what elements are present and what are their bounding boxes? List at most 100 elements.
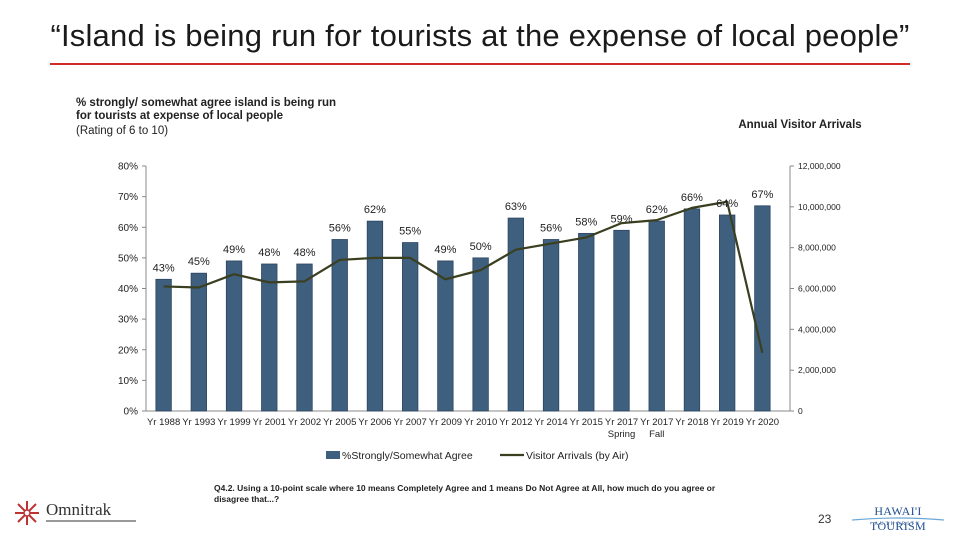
right-axis-tick-label: 2,000,000	[798, 365, 836, 375]
x-axis-tick-label-line: Yr 2005	[323, 417, 356, 428]
bar	[437, 260, 454, 412]
x-axis-tick-label: Yr 2017 Spring	[605, 417, 638, 440]
bar-value-label: 59%	[610, 213, 632, 225]
x-axis-tick-label: Yr 1999	[217, 417, 250, 428]
bar	[578, 232, 595, 412]
x-axis-tick-label: Yr 2010	[464, 417, 497, 428]
omnitrak-name: Omnitrak	[46, 500, 112, 519]
x-axis-tick-label-line: Fall	[649, 429, 664, 440]
legend-line-label: Visitor Arrivals (by Air)	[526, 450, 629, 462]
hta-sub: AUTHORITY	[874, 522, 922, 527]
bar	[683, 208, 701, 412]
bar-value-label: 49%	[434, 244, 456, 256]
title-divider	[50, 63, 910, 65]
x-axis-tick-label: Yr 1993	[182, 417, 215, 428]
x-axis-tick-label-line: Spring	[608, 429, 635, 440]
omnitrak-tagline-bar	[46, 520, 136, 522]
x-axis-tick-label: Yr 2012	[499, 417, 532, 428]
left-axis-tick-label: 50%	[118, 253, 138, 264]
left-axis-tick-label: 60%	[118, 223, 138, 234]
bar-value-label: 55%	[399, 226, 421, 238]
bar-value-label: 56%	[540, 223, 562, 235]
line-layer	[163, 200, 764, 354]
x-axis-tick-label-line: Yr 2017	[605, 417, 638, 428]
x-axis-tick-label-line: Yr 2014	[534, 417, 567, 428]
x-axis-tick-label-line: Yr 2010	[464, 417, 497, 428]
bar	[331, 239, 348, 412]
x-axis-tick-label-line: Yr 2020	[746, 417, 779, 428]
bar-value-label: 48%	[258, 247, 280, 259]
labels-layer: 43% 45% 49% 48% 48% 56% 62% 55% 49% 50% 63% 56% 58% 5…	[147, 189, 779, 440]
x-axis-tick-label: Yr 2014	[534, 417, 567, 428]
x-axis-tick-label: Yr 2002	[288, 417, 321, 428]
bar	[225, 260, 243, 412]
bar	[296, 263, 313, 412]
bars-layer	[155, 205, 771, 412]
x-axis-tick-label-line: Yr 1993	[182, 417, 215, 428]
bar-value-label: 50%	[470, 241, 492, 253]
omnitrak-logo: Omnitrak	[12, 496, 136, 532]
x-axis-tick-label: Yr 2006	[358, 417, 391, 428]
x-axis-tick-label-line: Yr 2012	[499, 417, 532, 428]
legend: %Strongly/Somewhat Agree Visitor Arrivals…	[326, 450, 629, 462]
x-axis-tick-label: Yr 2018	[675, 417, 708, 428]
left-axis-tick-label: 30%	[118, 315, 138, 326]
bar-value-label: 64%	[716, 198, 738, 210]
bar	[472, 257, 489, 412]
x-axis-tick-label-line: Yr 2002	[288, 417, 321, 428]
bar-value-label: 58%	[575, 216, 597, 228]
x-axis-tick-label: Yr 1988	[147, 417, 180, 428]
right-axis-tick-label: 4,000,000	[798, 324, 836, 334]
legend-bar-swatch	[326, 451, 340, 459]
bar-value-label: 66%	[681, 192, 703, 204]
hawaii-tourism-logo: HAWAI'I TOURISM AUTHORITY	[848, 502, 948, 534]
bar	[155, 278, 172, 412]
bar	[402, 242, 419, 412]
right-axis-tick-label: 12,000,000	[798, 161, 841, 171]
x-axis-tick-label-line: Yr 2019	[711, 417, 744, 428]
left-axis-tick-label: 40%	[118, 284, 138, 295]
bar-value-label: 49%	[223, 244, 245, 256]
x-axis-tick-label-line: Yr 2018	[675, 417, 708, 428]
omnitrak-mark-icon	[15, 501, 39, 525]
hta-swoosh-icon	[852, 517, 944, 521]
bar-value-label: 67%	[751, 189, 773, 201]
bar-value-label: 62%	[646, 204, 668, 216]
x-axis-tick-label-line: Yr 2001	[253, 417, 286, 428]
x-axis-tick-label-line: Yr 2009	[429, 417, 462, 428]
x-axis-tick-label: Yr 2009	[429, 417, 462, 428]
page-number: 23	[818, 512, 832, 526]
legend-bar-label: %Strongly/Somewhat Agree	[342, 450, 473, 462]
chart-subtitle: (Rating of 6 to 10)	[76, 125, 169, 137]
x-axis-tick-label: Yr 2017 Fall	[640, 417, 673, 440]
x-axis-tick-label-line: Yr 2007	[394, 417, 427, 428]
bar	[366, 220, 384, 412]
left-axis-tick-label: 70%	[118, 192, 138, 203]
bar-value-label: 56%	[329, 223, 351, 235]
right-axis-title: Annual Visitor Arrivals	[738, 119, 862, 131]
x-axis-tick-label-line: Yr 2006	[358, 417, 391, 428]
x-axis-tick-label: Yr 2001	[253, 417, 286, 428]
slide-title: “Island is being run for tourists at the…	[50, 18, 910, 53]
bar-value-label: 45%	[188, 256, 210, 268]
left-axis-tick-label: 80%	[118, 162, 138, 173]
right-axis-tick-label: 10,000,000	[798, 202, 841, 212]
x-axis-tick-label-line: Yr 1999	[217, 417, 250, 428]
x-axis-tick-label: Yr 2015	[570, 417, 603, 428]
hta-name: HAWAI'I TOURISM	[870, 504, 926, 533]
chart-title: % strongly/ somewhat agree island is bei…	[76, 97, 337, 122]
axes-layer: 0% 10% 20% 30% 40% 50% 60% 70% 80% 0 2,000,000 4,00…	[118, 161, 841, 418]
x-axis-tick-label-line: Yr 2017	[640, 417, 673, 428]
right-axis-tick-label: 0	[798, 406, 803, 416]
left-axis-tick-label: 10%	[118, 376, 138, 387]
x-axis-tick-label-line: Yr 1988	[147, 417, 180, 428]
bar	[542, 239, 560, 412]
bar	[613, 229, 630, 412]
bar	[754, 205, 771, 412]
question-footnote: Q4.2. Using a 10-point scale where 10 me…	[214, 483, 716, 504]
x-axis-tick-label: Yr 2019	[711, 417, 744, 428]
bar	[507, 217, 524, 412]
bar-value-label: 63%	[505, 201, 527, 213]
bar	[261, 263, 278, 412]
